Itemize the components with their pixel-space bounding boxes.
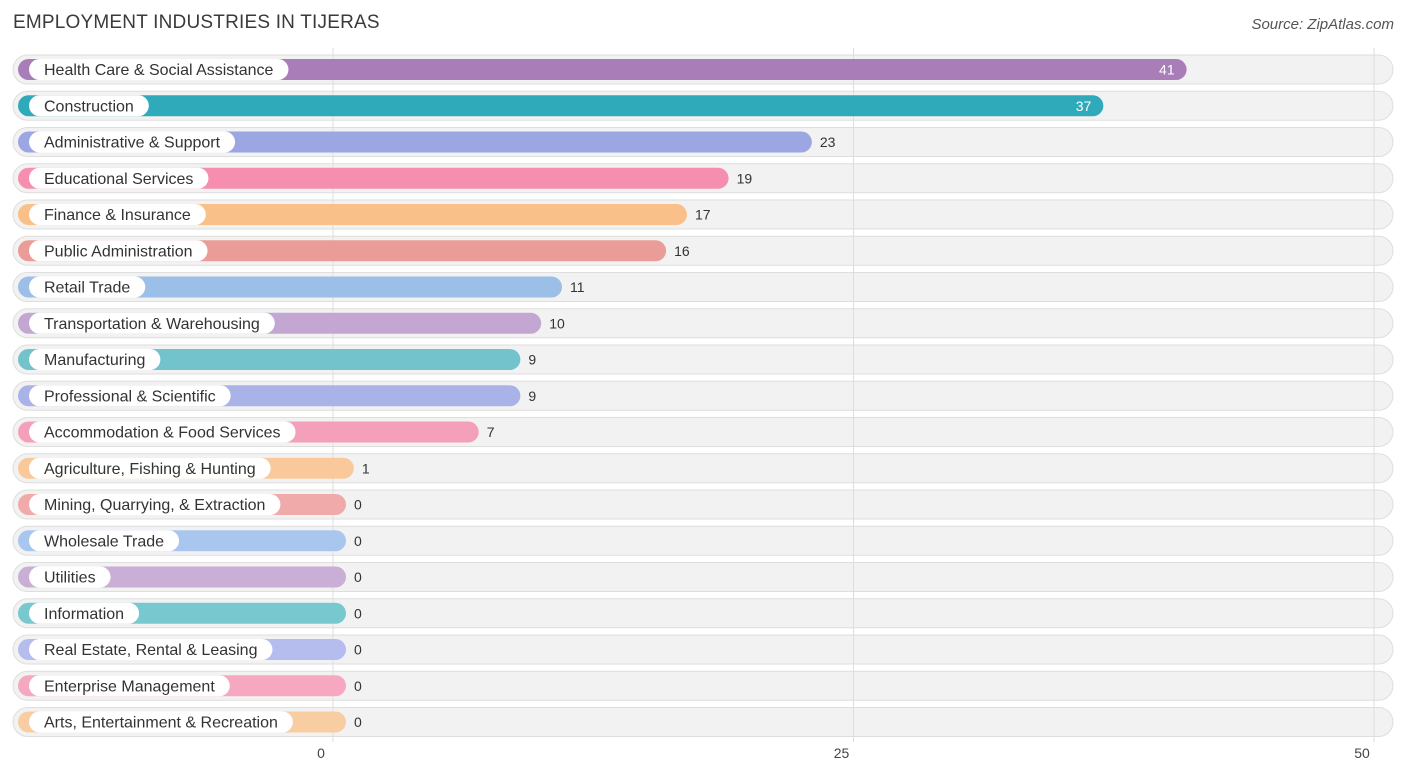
row-background	[12, 562, 1394, 592]
bars: Health Care & Social Assistance 41 Constru…	[18, 59, 1187, 733]
bar-label: Retail Trade	[44, 280, 130, 297]
bar-value: 1	[362, 460, 370, 476]
bar-label-pill	[29, 711, 293, 733]
row-background	[12, 634, 1394, 665]
bar-label-pill	[29, 167, 209, 189]
row-background	[12, 453, 1394, 484]
x-tick-label: 25	[834, 745, 850, 761]
bar-label: Enterprise Management	[44, 678, 215, 695]
bar-value: 11	[570, 279, 585, 295]
chart-source: Source: ZipAtlas.com	[1251, 16, 1394, 33]
bar-value: 0	[354, 569, 362, 585]
bar-value: 19	[737, 170, 753, 186]
bar-group: Utilities 0	[18, 566, 362, 588]
bar-value: 10	[549, 315, 565, 331]
bar-group: Retail Trade 11	[18, 276, 585, 298]
bar-label-pill	[29, 457, 271, 479]
bar-group: Health Care & Social Assistance 41	[18, 59, 1187, 80]
bar-value: 37	[1076, 98, 1092, 114]
bar-label-pill	[29, 204, 206, 225]
bar-group: Transportation & Warehousing 10	[18, 312, 565, 334]
bar-value: 17	[695, 207, 711, 223]
bar-value: 0	[354, 678, 362, 694]
bar-label-pill	[29, 602, 140, 624]
bar-value: 0	[354, 642, 362, 658]
bar-label-pill	[29, 240, 208, 262]
bar-value: 41	[1159, 62, 1175, 78]
bar-label-pill	[29, 530, 180, 552]
bar-group: Arts, Entertainment & Recreation 0	[18, 711, 362, 733]
row-background	[12, 489, 1394, 520]
bar-group: Accommodation & Food Services 7	[18, 421, 495, 443]
bar-label-pill	[29, 639, 273, 660]
row-background	[12, 525, 1394, 556]
row-background	[12, 670, 1394, 701]
bar	[18, 276, 563, 298]
bar	[18, 95, 1104, 117]
bar-label: Arts, Entertainment & Recreation	[44, 715, 278, 732]
bar-label: Accommodation & Food Services	[44, 425, 281, 442]
bar-label-pill	[29, 385, 231, 407]
bar-label: Agriculture, Fishing & Hunting	[44, 461, 256, 478]
bar-label-pill	[29, 494, 281, 515]
bar-label: Educational Services	[44, 171, 193, 188]
bar-label: Manufacturing	[44, 352, 145, 369]
bar-label-pill	[29, 131, 236, 153]
bar-label: Finance & Insurance	[44, 207, 191, 224]
bar-label: Transportation & Warehousing	[44, 316, 260, 333]
bar-value: 0	[354, 533, 362, 549]
bar-label: Real Estate, Rental & Leasing	[44, 642, 257, 659]
bar-label-pill	[29, 675, 230, 697]
bar-label: Administrative & Support	[44, 135, 221, 152]
bar-group: Wholesale Trade 0	[18, 530, 362, 552]
bar-group: Professional & Scientific 9	[18, 385, 536, 407]
bar-value: 16	[674, 243, 690, 259]
bar-label-pill	[29, 95, 149, 117]
bar-label-pill	[29, 276, 146, 298]
bar-label: Health Care & Social Assistance	[44, 62, 274, 79]
bar-value: 0	[354, 714, 362, 730]
x-tick-label: 0	[317, 745, 325, 761]
bar-label: Information	[44, 606, 124, 623]
bar-group: Agriculture, Fishing & Hunting 1	[18, 457, 370, 479]
bar-label-pill	[29, 421, 296, 443]
bar-group: Public Administration 16	[18, 240, 690, 262]
row-background	[12, 707, 1394, 737]
bar-group: Real Estate, Rental & Leasing 0	[18, 639, 362, 660]
bar-label-pill	[29, 59, 289, 80]
bar-label: Professional & Scientific	[44, 388, 216, 405]
bar-label-pill	[29, 349, 161, 370]
bar-label: Public Administration	[44, 243, 193, 260]
bar-label: Wholesale Trade	[44, 533, 164, 550]
bar-group: Educational Services 19	[18, 167, 753, 189]
row-background	[12, 598, 1394, 629]
bar-value: 0	[354, 605, 362, 621]
bar-group: Administrative & Support 23	[18, 131, 836, 153]
bar-value: 0	[354, 497, 362, 513]
bar-group: Information 0	[18, 602, 362, 624]
bar-value: 9	[528, 352, 536, 368]
bar-value: 9	[528, 388, 536, 404]
bar-label: Mining, Quarrying, & Extraction	[44, 497, 265, 514]
bar-label-pill	[29, 566, 111, 588]
chart-title: EMPLOYMENT INDUSTRIES IN TIJERAS	[13, 12, 380, 33]
bar-group: Manufacturing 9	[18, 349, 536, 370]
bar-group: Mining, Quarrying, & Extraction 0	[18, 494, 362, 515]
bar-value: 7	[487, 424, 495, 440]
bar-value: 23	[820, 134, 836, 150]
bar-label: Utilities	[44, 570, 96, 587]
bar	[18, 59, 1187, 80]
bar-group: Finance & Insurance 17	[18, 204, 711, 225]
bar-label-pill	[29, 312, 275, 334]
x-tick-label: 50	[1354, 745, 1370, 761]
bar-group: Construction 37	[18, 95, 1104, 117]
bar-label: Construction	[44, 98, 134, 115]
bar-group: Enterprise Management 0	[18, 675, 362, 697]
